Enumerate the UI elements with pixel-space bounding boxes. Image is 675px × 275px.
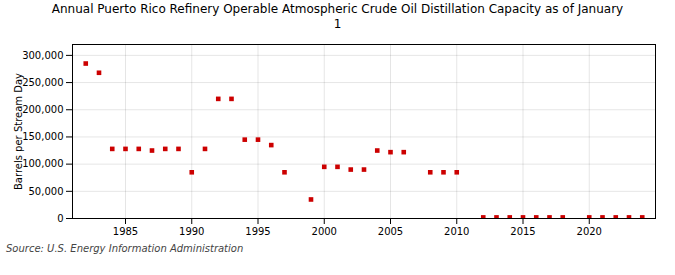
html-text:Source: U.S. Energy Informatio: Source: U.S. Energy Information Administ… bbox=[6, 243, 244, 254]
svg-text:300,000: 300,000 bbox=[22, 50, 63, 61]
svg-text:0: 0 bbox=[57, 213, 63, 224]
svg-text:50,000: 50,000 bbox=[29, 186, 64, 197]
svg-text:150,000: 150,000 bbox=[22, 131, 63, 142]
svg-text:Barrels per Stream Day: Barrels per Stream Day bbox=[13, 73, 24, 190]
svg-text:1990: 1990 bbox=[179, 226, 204, 237]
svg-text:2015: 2015 bbox=[510, 226, 535, 237]
html-text:Annual Puerto Rico Refinery Op: Annual Puerto Rico Refinery Operable Atm… bbox=[51, 2, 624, 31]
svg-text:250,000: 250,000 bbox=[22, 77, 63, 88]
svg-text:2005: 2005 bbox=[378, 226, 403, 237]
svg-text:100,000: 100,000 bbox=[22, 158, 63, 169]
svg-text:2020: 2020 bbox=[577, 226, 602, 237]
svg-text:200,000: 200,000 bbox=[22, 104, 63, 115]
svg-text:2010: 2010 bbox=[444, 226, 469, 237]
svg-text:1985: 1985 bbox=[113, 226, 138, 237]
svg-text:2000: 2000 bbox=[312, 226, 337, 237]
svg-text:1995: 1995 bbox=[245, 226, 270, 237]
